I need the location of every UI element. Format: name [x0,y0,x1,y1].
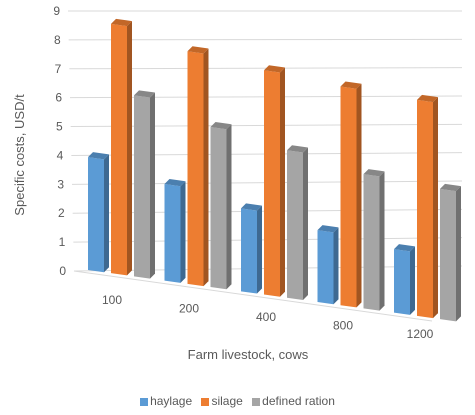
y-tick-label: 1 [59,235,66,249]
y-tick-label: 8 [54,33,61,47]
y-tick-label: 0 [59,264,66,278]
bar-front [134,95,150,279]
legend-label-defined-ration: defined ration [262,394,335,408]
bar-side [127,21,132,276]
bar-front [264,70,280,297]
bar-defined-ration-400 [287,145,308,300]
bar-front [340,86,357,308]
y-tick-label: 6 [55,91,62,105]
bar-side [257,205,262,294]
bar-front [287,150,303,300]
bar-silage-1200 [417,94,438,319]
bar-defined-ration-800 [363,169,385,311]
bar-defined-ration-200 [210,121,232,290]
bar-top [317,225,339,233]
bar-side [433,97,438,319]
bar-front [440,188,456,322]
y-tick-labels: 0 1 2 3 4 5 6 7 8 9 [53,4,66,278]
y-tick-label: 3 [57,177,64,191]
x-tick-labels: 100 200 400 800 1200 [102,293,434,341]
bar-side [303,147,308,300]
bar-silage-200 [187,46,209,287]
y-tick-label: 9 [53,4,60,18]
bar-haylage-1200 [394,244,415,315]
bar-front [317,230,334,305]
bar-side [104,154,109,273]
bar-top [363,169,385,177]
bar-side [203,48,209,287]
legend-item-silage: silage [201,394,243,408]
bar-top [164,178,186,187]
bar-side [379,171,385,311]
x-axis-title: Farm livestock, cows [188,347,309,362]
floor-edge [73,270,433,322]
bar-front [394,249,410,315]
y-tick-label: 5 [56,120,63,134]
x-tick-label: 1200 [407,327,434,341]
legend-swatch-defined-ration [252,398,261,406]
y-axis-title: Specific costs, USD/t [12,94,27,216]
bar-top [134,90,155,98]
legend: haylage silage defined ration [0,394,475,408]
bar-front [363,174,380,311]
bar-side [410,246,415,315]
legend-label-haylage: haylage [150,394,193,408]
bar-top [88,152,109,160]
bar-haylage-200 [164,178,186,283]
legend-label-silage: silage [211,394,243,408]
y-tick-label: 7 [55,62,62,76]
bar-haylage-800 [317,225,339,305]
bar-front [164,183,181,283]
bar-front [88,157,104,273]
bar-silage-100 [111,18,132,276]
bar-top [287,145,308,153]
bar-front [210,126,227,290]
bar-defined-ration-100 [134,90,155,279]
bar-top [187,46,209,54]
gridline [68,38,463,41]
bar-front [417,99,433,319]
gridline [69,67,463,70]
bar-defined-ration-1200 [440,183,461,322]
bar-front [241,208,257,294]
y-tick-label: 2 [58,206,65,220]
y-tick-label: 4 [57,148,64,162]
bar-side [333,227,339,305]
bar-silage-800 [340,81,362,308]
x-tick-label: 200 [179,302,199,316]
bar-top [111,18,132,27]
bar-side [180,181,186,283]
x-tick-label: 800 [333,319,353,333]
x-tick-label: 400 [256,310,276,324]
bar-top [440,183,461,192]
bar-silage-400 [264,65,285,297]
bar-top [264,65,285,73]
bar-top [417,94,438,103]
x-tick-label: 100 [102,293,122,307]
legend-swatch-silage [201,398,210,406]
legend-swatch-haylage [140,398,149,406]
bar-top [340,81,362,89]
bar-top [210,121,232,130]
bar-haylage-100 [88,152,109,273]
legend-item-haylage: haylage [140,394,192,408]
bar-side [280,67,285,297]
bars [88,18,461,322]
legend-item-defined-ration: defined ration [252,394,335,408]
bar-side [150,92,155,279]
bar-haylage-400 [241,203,262,294]
bar-top [241,203,262,211]
bar-side [226,124,232,290]
bar-front [111,23,127,276]
bar-side [456,186,461,322]
bar-front [187,51,204,287]
bar-top [394,244,415,252]
bar-side [356,83,362,308]
